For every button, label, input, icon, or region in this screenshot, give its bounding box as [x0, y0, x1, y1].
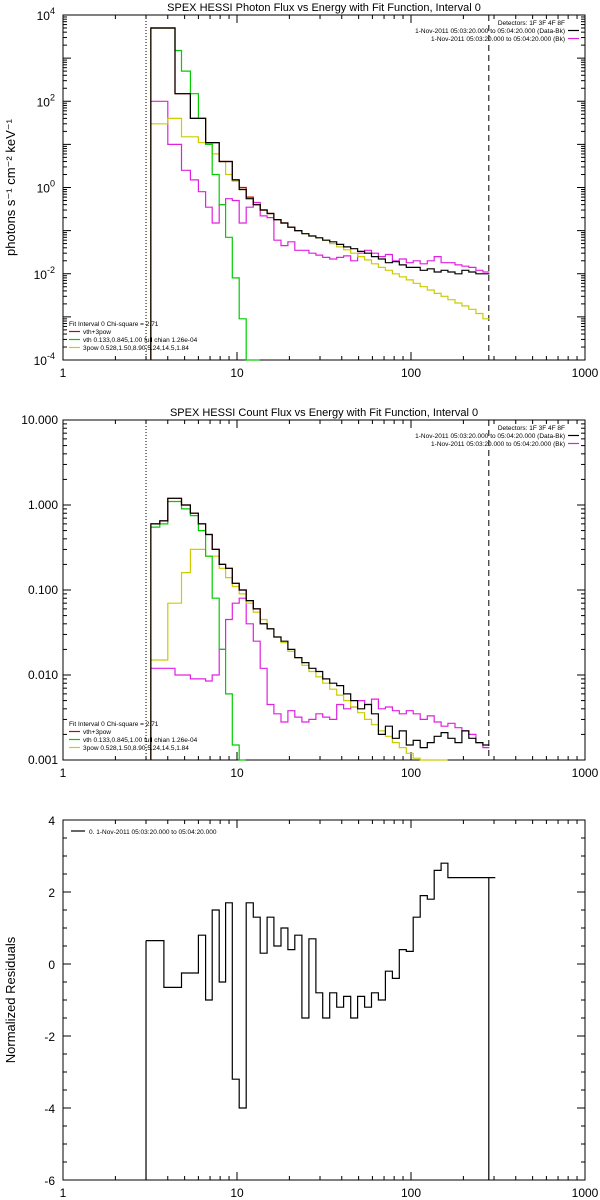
legend-entry: vth+3pow: [83, 729, 111, 736]
x-tick-label: 10: [230, 366, 244, 380]
x-tick-label: 10: [230, 1186, 244, 1200]
y-tick-label: 100: [37, 179, 55, 196]
series-line-vth-3pow: [150, 27, 302, 360]
x-tick-label: 100: [401, 366, 421, 380]
legend-entry: Detectors: 1F 3F 4F 8F: [498, 20, 565, 27]
y-tick-label: 0: [48, 958, 55, 972]
y-tick-label: -4: [44, 1102, 55, 1116]
y-tick-label: 0.001: [28, 753, 58, 767]
chart-panel-1: SPEX HESSI Photon Flux vs Energy with Fi…: [3, 2, 599, 380]
legend-entry: vth 0.133,0.845,1.00 full chian 1.26e-04: [83, 337, 198, 344]
x-tick-label: 1000: [572, 1186, 599, 1200]
legend-entry: 1-Nov-2011 05:03:20.000 to 05:04:20.000 …: [415, 28, 565, 35]
y-tick-label: 10-4: [34, 351, 55, 368]
series-line-residuals: [146, 862, 496, 1109]
y-tick-label: -6: [44, 1174, 55, 1188]
legend-entry: 3pow 0.528,1.50,8.90,5.24,14.5,1.84: [83, 345, 189, 352]
series-line-data-bk: [150, 27, 490, 360]
chart-title: SPEX HESSI Photon Flux vs Energy with Fi…: [167, 2, 481, 14]
legend-entry: 1-Nov-2011 05:03:20.000 to 05:04:20.000 …: [431, 441, 565, 448]
x-tick-label: 1: [60, 1186, 67, 1200]
plot-frame: [62, 14, 586, 361]
y-tick-label: 4: [48, 814, 55, 828]
y-tick-label: 0.100: [28, 583, 58, 597]
y-tick-label: 1.000: [28, 498, 58, 512]
y-axis-label: photons s⁻¹ cm⁻² keV⁻¹: [3, 118, 18, 256]
legend-entry: Fit Interval 0 Chi-square = 2.71: [69, 721, 159, 728]
plot-frame: [62, 419, 586, 761]
y-tick-label: 102: [37, 92, 55, 109]
legend-entry: Detectors: 1F 3F 4F 8F: [498, 425, 565, 432]
legend-entry: vth+3pow: [83, 329, 111, 336]
x-tick-label: 10: [230, 766, 244, 780]
x-tick-label: 1: [60, 766, 67, 780]
y-tick-label: 104: [37, 6, 55, 23]
y-tick-label: 2: [48, 886, 55, 900]
legend-entry: Fit Interval 0 Chi-square = 2.71: [69, 321, 159, 328]
series-line-bk: [150, 100, 490, 360]
x-tick-label: 100: [401, 766, 421, 780]
series-line-3pow: [150, 117, 490, 360]
plot-frame: [62, 819, 586, 1181]
series-line-vth: [150, 500, 246, 761]
legend-entry: 1-Nov-2011 05:03:20.000 to 05:04:20.000 …: [431, 36, 565, 43]
y-axis-label: Normalized Residuals: [3, 936, 18, 1063]
x-tick-label: 100: [401, 1186, 421, 1200]
legend-entry: vth 0.133,0.845,1.00 full chian 1.26e-04: [83, 737, 198, 744]
y-tick-label: -2: [44, 1030, 55, 1044]
y-tick-label: 0.010: [28, 668, 58, 682]
chart-title: SPEX HESSI Count Flux vs Energy with Fit…: [170, 407, 478, 419]
legend-entry: 0. 1-Nov-2011 05:03:20.000 to 05:04:20.0…: [89, 829, 217, 836]
x-tick-label: 1000: [572, 366, 599, 380]
legend-entry: 3pow 0.528,1.50,8.90,5.24,14.5,1.84: [83, 745, 189, 752]
series-line-3pow: [150, 548, 448, 761]
y-tick-label: 10-2: [34, 265, 55, 282]
chart-panel-3: 1 10 100 1000 -6 -4 -2 0 2 4 Normalized Residuals 0…: [3, 814, 599, 1200]
chart-panel-2: SPEX HESSI Count Flux vs Energy with Fit…: [21, 407, 598, 780]
x-tick-label: 1000: [572, 766, 599, 780]
y-tick-label: 10.000: [21, 413, 58, 427]
x-tick-label: 1: [60, 366, 67, 380]
series-line-data-bk: [150, 497, 490, 760]
legend-entry: 1-Nov-2011 05:03:20.000 to 05:04:20.000 …: [415, 433, 565, 440]
